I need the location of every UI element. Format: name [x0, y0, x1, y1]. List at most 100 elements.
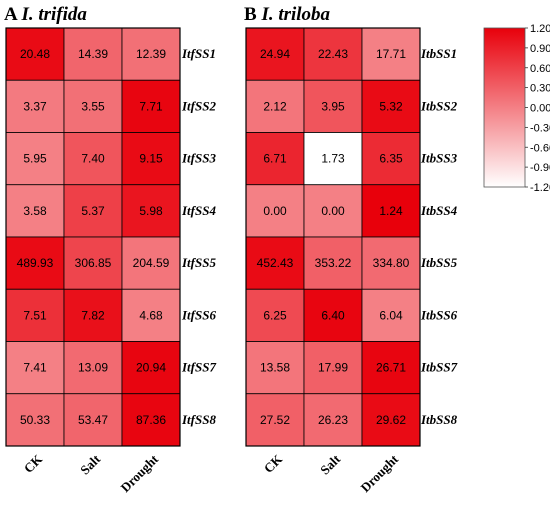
heatmap-cell — [361, 288, 421, 342]
cell-value: 4.68 — [139, 308, 163, 322]
cell-value: 50.33 — [20, 413, 50, 427]
heatmap-frame — [5, 27, 181, 447]
cell-value: 17.71 — [376, 47, 406, 61]
cell-value: 3.37 — [23, 99, 47, 113]
heatmap-cell — [361, 236, 421, 290]
cell-value: 7.40 — [81, 152, 105, 166]
cell-value: 306.85 — [75, 256, 112, 270]
cell-value: 24.94 — [260, 47, 290, 61]
cell-value: 1.24 — [379, 204, 403, 218]
cell-value: 14.39 — [78, 47, 108, 61]
cell-value: 0.00 — [321, 204, 345, 218]
gene-label: ItfSS1 — [181, 46, 216, 61]
heatmap-cell — [245, 393, 305, 447]
cell-value: 334.80 — [373, 256, 410, 270]
cell-value: 5.37 — [81, 204, 105, 218]
color-scale-tick-label: 0.90 — [530, 43, 550, 55]
color-scale-tick-label: -0.60 — [530, 142, 550, 154]
heatmap-cell — [303, 341, 363, 395]
heatmap-cell — [63, 236, 123, 290]
heatmap-cell — [303, 79, 363, 133]
color-scale-tick-label: 0.00 — [530, 103, 550, 115]
condition-label: Salt — [317, 451, 343, 477]
cell-value: 6.04 — [379, 308, 403, 322]
cell-value: 13.09 — [78, 361, 108, 375]
cell-value: 12.39 — [136, 47, 166, 61]
heatmap-cell — [121, 393, 181, 447]
panel-a-letter: A — [4, 4, 18, 25]
panel-b-title: B I. triloba — [244, 4, 331, 25]
heatmap-cell — [121, 288, 181, 342]
heatmap-cell — [303, 236, 363, 290]
gene-label: ItbSS2 — [420, 98, 458, 113]
cell-value: 7.51 — [23, 308, 47, 322]
color-scale-tick-label: 0.60 — [530, 63, 550, 75]
cell-value: 6.35 — [379, 152, 403, 166]
gene-label: ItbSS3 — [420, 151, 458, 166]
condition-label: Drought — [357, 451, 401, 495]
cell-value: 6.40 — [321, 308, 345, 322]
color-scale-tick-label: -0.90 — [530, 162, 550, 174]
heatmap-cell — [5, 236, 65, 290]
cell-value: 2.12 — [263, 99, 287, 113]
gene-label: ItfSS2 — [181, 98, 216, 113]
heatmap-cell — [5, 341, 65, 395]
heatmap-cell — [361, 184, 421, 238]
cell-value: 3.58 — [23, 204, 47, 218]
heatmap-cell — [361, 341, 421, 395]
color-scale-tick-label: -1.20 — [530, 182, 550, 194]
cell-value: 7.71 — [139, 99, 163, 113]
heatmap-cell — [63, 184, 123, 238]
cell-value: 13.58 — [260, 361, 290, 375]
heatmap-cell — [245, 132, 305, 186]
panel-b-species: I. triloba — [260, 4, 330, 25]
cell-value: 87.36 — [136, 413, 166, 427]
cell-value: 20.48 — [20, 47, 50, 61]
cell-value: 353.22 — [315, 256, 352, 270]
cell-value: 1.73 — [321, 152, 345, 166]
panel-a-title: A I. trifida — [4, 4, 87, 25]
cell-value: 7.82 — [81, 308, 105, 322]
panel-b-letter: B — [244, 4, 257, 25]
heatmap-cell — [303, 27, 363, 81]
cell-value: 27.52 — [260, 413, 290, 427]
heatmap-cell — [303, 288, 363, 342]
cell-value: 22.43 — [318, 47, 348, 61]
cell-value: 0.00 — [263, 204, 287, 218]
heatmap-panel-b: 24.94 22.43 17.71 ItbSS1 2.12 3.95 5.32 ItbSS2 6… — [245, 27, 458, 495]
gene-label: ItfSS6 — [181, 307, 216, 322]
panel-a-species: I. trifida — [20, 4, 87, 25]
heatmap-cell — [361, 79, 421, 133]
gene-label: ItbSS1 — [420, 46, 457, 61]
heatmap-frame — [245, 27, 421, 447]
gene-label: ItfSS7 — [181, 360, 216, 375]
heatmap-cell — [63, 132, 123, 186]
heatmap-cell — [5, 132, 65, 186]
cell-value: 7.41 — [23, 361, 47, 375]
cell-value: 6.71 — [263, 152, 287, 166]
heatmap-cell — [303, 393, 363, 447]
cell-value: 26.71 — [376, 361, 406, 375]
heatmap-cell — [121, 132, 181, 186]
gene-label: ItfSS3 — [181, 151, 216, 166]
heatmap-panel-a: 20.48 14.39 12.39 ItfSS1 3.37 3.55 7.71 ItfSS2 5… — [5, 27, 216, 495]
heatmap-cell — [361, 393, 421, 447]
gene-label: ItfSS8 — [181, 412, 216, 427]
heatmap-cell — [121, 236, 181, 290]
color-scale-tick-label: -0.30 — [530, 122, 550, 134]
condition-label: CK — [261, 451, 286, 476]
color-scale-tick-label: 0.30 — [530, 83, 550, 95]
cell-value: 204.59 — [133, 256, 170, 270]
heatmap-cell — [245, 341, 305, 395]
cell-value: 17.99 — [318, 361, 348, 375]
gene-label: ItbSS4 — [420, 203, 458, 218]
cell-value: 452.43 — [257, 256, 294, 270]
cell-value: 5.98 — [139, 204, 163, 218]
cell-value: 6.25 — [263, 308, 287, 322]
cell-value: 3.95 — [321, 99, 345, 113]
cell-value: 5.95 — [23, 152, 47, 166]
gene-label: ItfSS4 — [181, 203, 216, 218]
color-scale-bar — [483, 27, 526, 188]
cell-value: 3.55 — [81, 99, 105, 113]
